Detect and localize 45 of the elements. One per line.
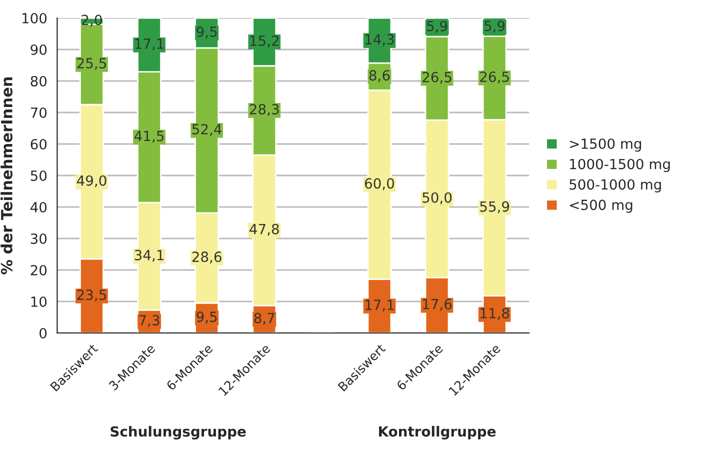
- data-label: 5,9: [427, 20, 448, 33]
- data-label: 55,9: [480, 201, 510, 214]
- data-label: 28,3: [250, 104, 279, 116]
- y-tick-label: 20: [30, 264, 47, 276]
- legend-label: 1000-1500 mg: [570, 158, 670, 172]
- data-label: 41,5: [134, 130, 164, 143]
- y-tick-label: 80: [30, 76, 47, 86]
- data-label: 9,5: [196, 312, 217, 324]
- y-axis-title: % der TeilnehmerInnen: [0, 77, 12, 274]
- data-label: 50,0: [422, 192, 452, 204]
- legend-label: <500 mg: [570, 200, 632, 213]
- data-label: 47,8: [250, 224, 279, 236]
- data-label: 25,5: [77, 58, 106, 70]
- data-label: 9,5: [196, 26, 217, 38]
- y-tick-label: 100: [22, 12, 47, 24]
- y-tick-label: 40: [30, 202, 47, 212]
- data-label: 17,1: [135, 38, 164, 50]
- data-label: 26,5: [480, 72, 509, 84]
- text: Kontrollgruppe: [379, 426, 496, 440]
- data-label: 11,8: [480, 308, 510, 320]
- data-label: 15,2: [250, 35, 278, 48]
- y-tick-label: 10: [31, 296, 47, 307]
- legend-label: >1500 mg: [570, 138, 642, 152]
- y-tick-label: 90: [30, 44, 47, 55]
- legend-label: 500-1000 mg: [570, 179, 661, 192]
- data-label: 17,1: [366, 300, 394, 312]
- data-label: 60,0: [364, 178, 394, 190]
- data-label: 26,5: [422, 72, 452, 84]
- y-tick-label: 0: [40, 328, 47, 338]
- data-label: 17,6: [423, 298, 452, 311]
- data-label: 7,3: [139, 315, 160, 327]
- data-label: 34,1: [134, 250, 164, 262]
- text: Schulungsgruppe: [110, 426, 246, 440]
- y-tick-label: 70: [30, 107, 47, 118]
- data-label: 49,0: [76, 175, 106, 188]
- data-label: 23,5: [77, 290, 106, 302]
- data-label: 8,7: [254, 312, 274, 325]
- y-tick-label: 60: [30, 138, 47, 150]
- data-label: 52,4: [192, 124, 222, 136]
- y-tick-label: 50: [30, 170, 47, 181]
- data-label: 8,6: [369, 70, 390, 82]
- y-tick-label: 30: [30, 233, 47, 244]
- data-label: 14,3: [366, 34, 394, 46]
- data-label: 5,9: [484, 20, 505, 33]
- data-label: 28,6: [192, 252, 222, 264]
